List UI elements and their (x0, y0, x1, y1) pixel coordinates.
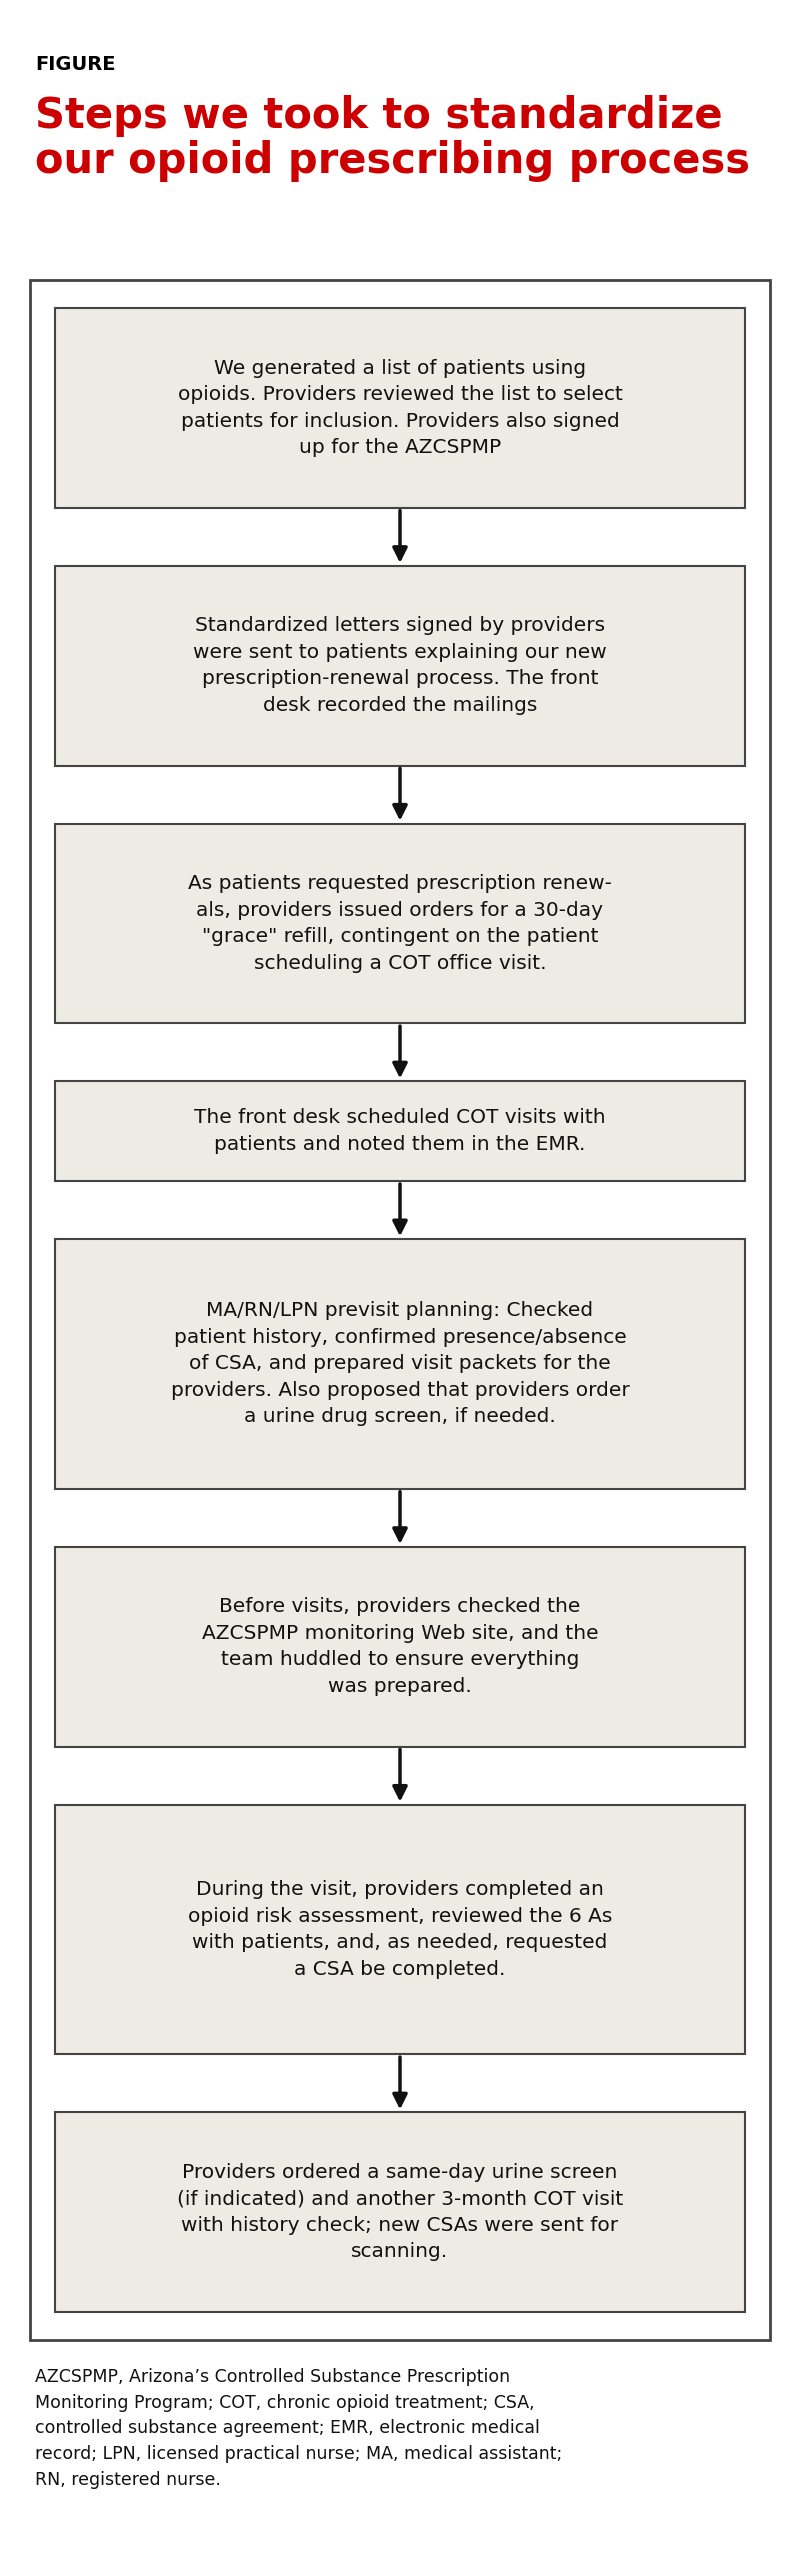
Bar (55, 1805, 745, 2055)
Bar (55, 1081, 745, 1181)
Bar (55, 2111, 745, 2313)
Text: Steps we took to standardize
our opioid prescribing process: Steps we took to standardize our opioid … (35, 95, 750, 181)
Bar (55, 309, 745, 509)
Bar (55, 1546, 745, 1746)
Text: Standardized letters signed by providers
were sent to patients explaining our ne: Standardized letters signed by providers… (193, 616, 607, 716)
Text: As patients requested prescription renew-
als, providers issued orders for a 30-: As patients requested prescription renew… (188, 874, 612, 974)
Text: The front desk scheduled COT visits with
patients and noted them in the EMR.: The front desk scheduled COT visits with… (194, 1109, 606, 1153)
Text: We generated a list of patients using
opioids. Providers reviewed the list to se: We generated a list of patients using op… (178, 358, 622, 458)
Bar (30, 281, 770, 2339)
Text: Providers ordered a same-day urine screen
(if indicated) and another 3-month COT: Providers ordered a same-day urine scree… (177, 2162, 623, 2262)
Bar (55, 1240, 745, 1488)
Text: During the visit, providers completed an
opioid risk assessment, reviewed the 6 : During the visit, providers completed an… (188, 1881, 612, 1978)
Text: FIGURE: FIGURE (35, 56, 115, 74)
Text: Before visits, providers checked the
AZCSPMP monitoring Web site, and the
team h: Before visits, providers checked the AZC… (202, 1598, 598, 1697)
Bar (55, 823, 745, 1022)
Bar (55, 565, 745, 764)
Text: MA/RN/LPN previsit planning: Checked
patient history, confirmed presence/absence: MA/RN/LPN previsit planning: Checked pat… (170, 1301, 630, 1426)
Text: AZCSPMP, Arizona’s Controlled Substance Prescription
Monitoring Program; COT, ch: AZCSPMP, Arizona’s Controlled Substance … (35, 2367, 562, 2490)
